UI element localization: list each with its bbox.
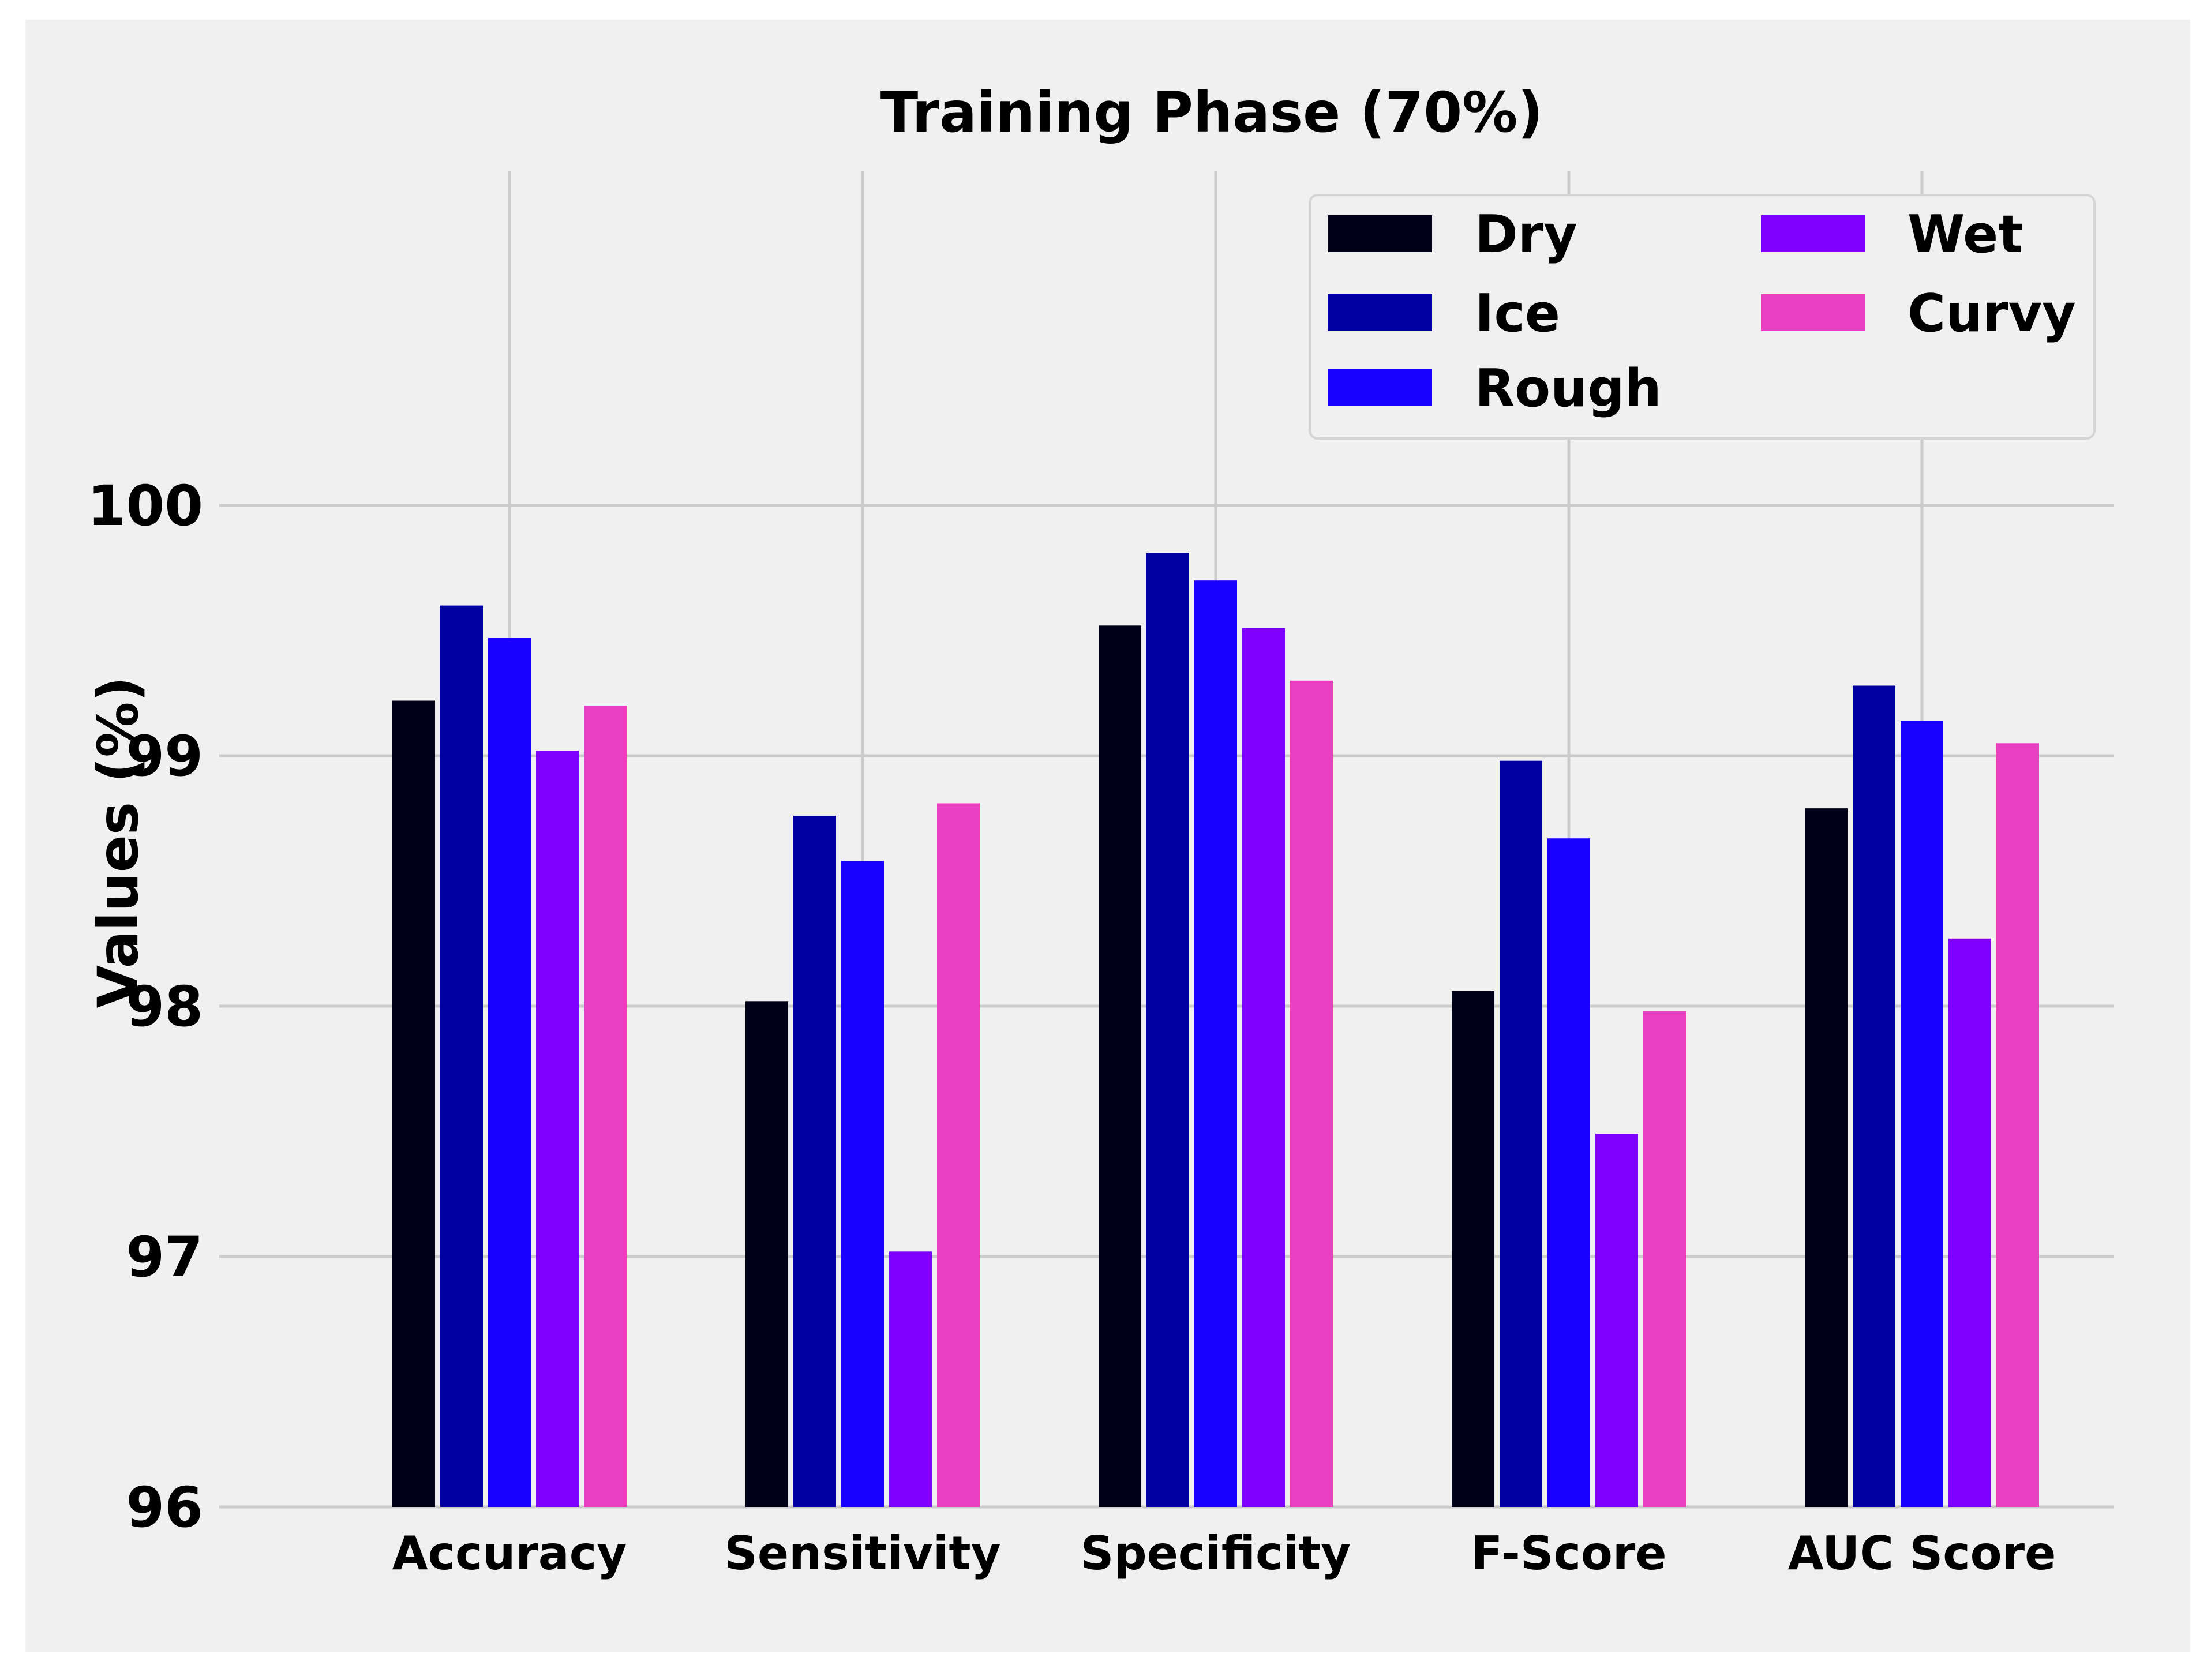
bar-specificity-ice: [1146, 553, 1189, 1507]
bar-f-score-rough: [1547, 838, 1590, 1507]
y-axis-label: Values (%): [86, 677, 151, 1008]
legend-label-dry: Dry: [1475, 204, 1577, 265]
bar-auc-score-curvy: [1996, 743, 2039, 1507]
bar-specificity-dry: [1099, 625, 1141, 1507]
bar-accuracy-wet: [536, 751, 579, 1507]
legend-label-rough: Rough: [1475, 358, 1662, 419]
bar-sensitivity-curvy: [937, 803, 980, 1507]
bar-specificity-wet: [1242, 628, 1285, 1507]
legend: Dry Ice Rough Wet Curvy: [1309, 194, 2096, 440]
y-tick-label-99: 99: [126, 724, 203, 789]
chart-title: Training Phase (70%): [880, 80, 1543, 145]
legend-label-ice: Ice: [1475, 283, 1560, 344]
x-tick-labels: Accuracy Sensitivity Specificity F-Score AUC…: [392, 1527, 2056, 1580]
x-tick-label-accuracy: Accuracy: [392, 1527, 627, 1580]
bar-f-score-curvy: [1643, 1011, 1686, 1507]
bar-f-score-wet: [1595, 1134, 1638, 1507]
legend-swatch-curvy: [1761, 294, 1865, 331]
y-tick-labels: 96 97 98 99 100: [88, 474, 203, 1540]
bar-sensitivity-ice: [793, 816, 836, 1507]
x-tick-label-auc-score: AUC Score: [1788, 1527, 2056, 1580]
bar-specificity-rough: [1194, 580, 1237, 1507]
bar-accuracy-ice: [440, 605, 483, 1507]
bar-sensitivity-wet: [889, 1251, 932, 1507]
y-tick-label-96: 96: [126, 1475, 203, 1540]
legend-swatch-dry: [1328, 215, 1432, 252]
bar-accuracy-rough: [488, 638, 531, 1507]
bar-auc-score-ice: [1853, 685, 1895, 1507]
bar-accuracy-curvy: [584, 706, 627, 1507]
x-tick-label-sensitivity: Sensitivity: [724, 1527, 1001, 1580]
bar-f-score-ice: [1500, 760, 1542, 1507]
legend-box: [1309, 194, 2096, 440]
bar-f-score-dry: [1452, 991, 1494, 1507]
y-tick-label-98: 98: [126, 974, 203, 1039]
bar-auc-score-dry: [1805, 808, 1848, 1507]
bar-sensitivity-rough: [841, 861, 884, 1507]
bar-auc-score-rough: [1901, 721, 1943, 1507]
x-tick-label-f-score: F-Score: [1471, 1527, 1666, 1580]
legend-label-curvy: Curvy: [1908, 283, 2076, 344]
bar-accuracy-dry: [392, 700, 435, 1507]
y-tick-label-97: 97: [126, 1225, 203, 1289]
legend-swatch-rough: [1328, 369, 1432, 406]
bar-auc-score-wet: [1948, 938, 1991, 1507]
legend-label-wet: Wet: [1908, 204, 2023, 265]
y-tick-label-100: 100: [88, 474, 203, 538]
legend-swatch-wet: [1761, 215, 1865, 252]
bar-specificity-curvy: [1290, 680, 1333, 1507]
bar-sensitivity-dry: [745, 1001, 788, 1507]
x-tick-label-specificity: Specificity: [1081, 1527, 1351, 1580]
bars: [392, 553, 2039, 1507]
legend-swatch-ice: [1328, 294, 1432, 331]
